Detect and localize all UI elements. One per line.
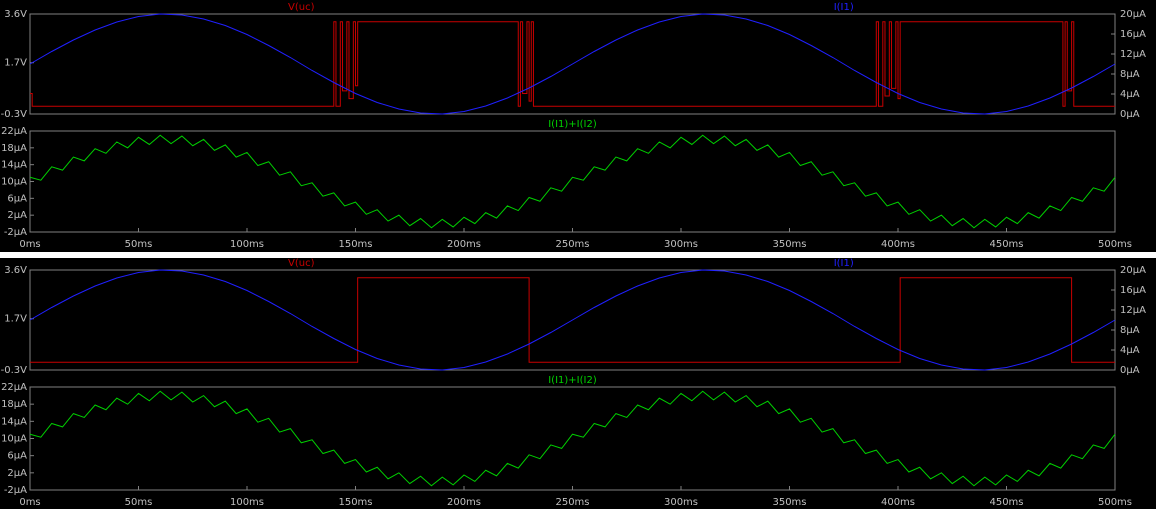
trace-name: V(uc) <box>288 258 315 269</box>
y2-tick-label: 0µA <box>1120 109 1140 120</box>
trace-name: I(I1) <box>834 258 854 269</box>
y-tick-label: -2µA <box>4 227 27 238</box>
x-tick-label: 350ms <box>772 239 806 250</box>
x-tick-label: 0ms <box>19 497 40 508</box>
window-background <box>0 258 1156 509</box>
x-tick-label: 400ms <box>881 239 915 250</box>
trace-name: I(I1)+I(I2) <box>548 119 597 130</box>
y-tick-label: -0.3V <box>1 109 28 120</box>
trace <box>29 269 1116 371</box>
x-tick-label: 100ms <box>230 239 264 250</box>
y-tick-label: -2µA <box>4 485 27 496</box>
x-tick-label: 350ms <box>772 497 806 508</box>
y2-tick-label: 8µA <box>1120 69 1140 80</box>
y-tick-label: 18µA <box>1 399 27 410</box>
x-tick-label: 500ms <box>1098 239 1132 250</box>
y-tick-label: 10µA <box>1 434 27 445</box>
y-tick-label: -0.3V <box>1 365 28 376</box>
x-tick-label: 450ms <box>989 497 1023 508</box>
trace <box>29 13 1116 115</box>
y-tick-label: 1.7V <box>4 58 27 69</box>
x-tick-label: 400ms <box>881 497 915 508</box>
x-tick-label: 300ms <box>664 497 698 508</box>
y2-tick-label: 4µA <box>1120 89 1140 100</box>
y2-tick-label: 20µA <box>1120 9 1146 20</box>
y2-tick-label: 12µA <box>1120 305 1146 316</box>
x-tick-label: 450ms <box>989 239 1023 250</box>
x-tick-label: 150ms <box>338 239 372 250</box>
y2-tick-label: 12µA <box>1120 49 1146 60</box>
trace-name: I(I1)+I(I2) <box>548 375 597 386</box>
x-tick-label: 300ms <box>664 239 698 250</box>
y-tick-label: 18µA <box>1 143 27 154</box>
trace-name: I(I1) <box>834 2 854 13</box>
y-tick-label: 6µA <box>7 193 27 204</box>
y2-tick-label: 16µA <box>1120 29 1146 40</box>
y2-tick-label: 4µA <box>1120 345 1140 356</box>
x-tick-label: 50ms <box>125 497 153 508</box>
y-tick-label: 3.6V <box>4 265 27 276</box>
x-tick-label: 200ms <box>447 239 481 250</box>
y2-tick-label: 8µA <box>1120 325 1140 336</box>
x-tick-label: 50ms <box>125 239 153 250</box>
y-tick-label: 3.6V <box>4 9 27 20</box>
y-tick-label: 14µA <box>1 160 27 171</box>
x-tick-label: 500ms <box>1098 497 1132 508</box>
x-tick-label: 200ms <box>447 497 481 508</box>
x-tick-label: 250ms <box>555 239 589 250</box>
x-tick-label: 100ms <box>230 497 264 508</box>
y-tick-label: 1.7V <box>4 314 27 325</box>
y-tick-label: 2µA <box>7 468 27 479</box>
y2-tick-label: 16µA <box>1120 285 1146 296</box>
y-tick-label: 14µA <box>1 416 27 427</box>
trace <box>29 390 1116 487</box>
y2-tick-label: 0µA <box>1120 365 1140 376</box>
trace <box>30 277 1115 363</box>
y2-tick-label: 20µA <box>1120 265 1146 276</box>
y-tick-label: 22µA <box>1 382 27 393</box>
x-tick-label: 150ms <box>338 497 372 508</box>
x-tick-label: 250ms <box>555 497 589 508</box>
window-background <box>0 0 1156 252</box>
y-tick-label: 6µA <box>7 451 27 462</box>
trace <box>29 134 1116 229</box>
trace <box>30 21 1115 107</box>
window-separator <box>0 252 1156 258</box>
trace-name: V(uc) <box>288 2 315 13</box>
x-tick-label: 0ms <box>19 239 40 250</box>
y-tick-label: 2µA <box>7 210 27 221</box>
y-tick-label: 22µA <box>1 126 27 137</box>
y-tick-label: 10µA <box>1 177 27 188</box>
